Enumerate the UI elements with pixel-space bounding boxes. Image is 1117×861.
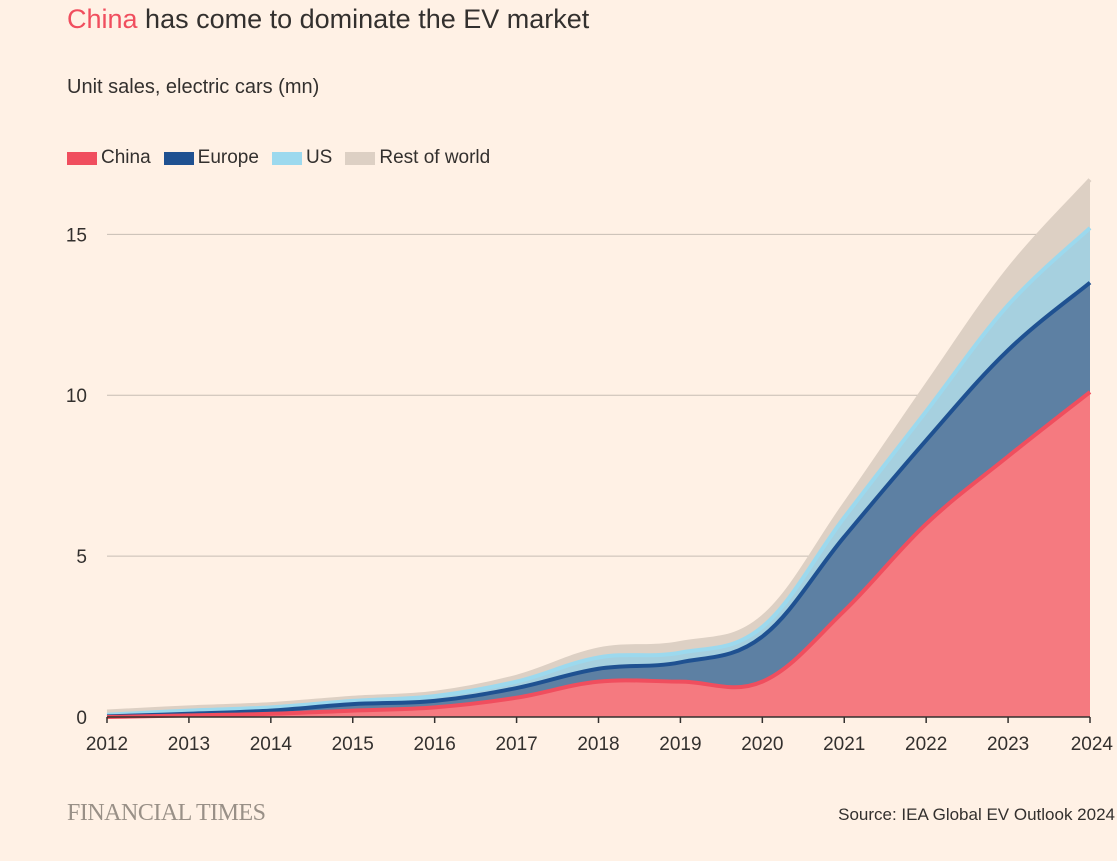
line-rest-of-world: [106, 178, 1092, 714]
legend-swatch: [271, 151, 302, 165]
legend-label: Rest of world: [379, 147, 491, 168]
x-tick-label: 2016: [414, 734, 456, 755]
title-highlight: China: [67, 4, 138, 34]
legend-label: China: [101, 147, 151, 168]
chart-subtitle: Unit sales, electric cars (mn): [67, 76, 320, 98]
x-tick-label: 2017: [495, 734, 537, 755]
area-china: [107, 392, 1090, 717]
legend-swatch: [67, 151, 97, 165]
title-rest: has come to dominate the EV market: [137, 4, 590, 34]
line-china: [106, 390, 1092, 719]
line-us: [106, 226, 1092, 717]
x-tick-label: 2012: [86, 734, 128, 755]
chart-title: China has come to dominate the EV market: [67, 2, 589, 36]
y-tick-label: 0: [76, 708, 87, 729]
x-tick-label: 2018: [577, 734, 619, 755]
legend-item-us: US: [271, 146, 333, 170]
y-tick-label: 15: [66, 225, 87, 246]
y-tick-label: 10: [66, 386, 87, 407]
legend-label: US: [305, 147, 333, 168]
legend-item-europe: Europe: [163, 146, 259, 170]
area-layers: [106, 178, 1092, 719]
x-tick-label: 2022: [905, 734, 947, 755]
legend-item-rest-of-world: Rest of world: [345, 146, 490, 170]
x-tick-label: 2021: [823, 734, 865, 755]
brand-logo: FINANCIAL TIMES: [67, 800, 266, 826]
x-tick-label: 2020: [741, 734, 783, 755]
legend-swatch: [345, 151, 376, 165]
x-tick-label: 2024: [1071, 734, 1114, 755]
y-tick-label: 5: [76, 547, 87, 568]
x-tick-label: 2023: [987, 734, 1029, 755]
x-tick-label: 2015: [332, 734, 374, 755]
legend-label: Europe: [197, 147, 259, 168]
chart-legend: China Europe US Rest of world: [67, 146, 503, 170]
x-tick-label: 2013: [168, 734, 210, 755]
legend-swatch: [163, 151, 194, 165]
source-note: Source: IEA Global EV Outlook 2024: [838, 805, 1115, 824]
legend-item-china: China: [67, 146, 151, 170]
x-tick-label: 2014: [250, 734, 293, 755]
line-europe: [106, 281, 1092, 719]
x-tick-label: 2019: [659, 734, 701, 755]
